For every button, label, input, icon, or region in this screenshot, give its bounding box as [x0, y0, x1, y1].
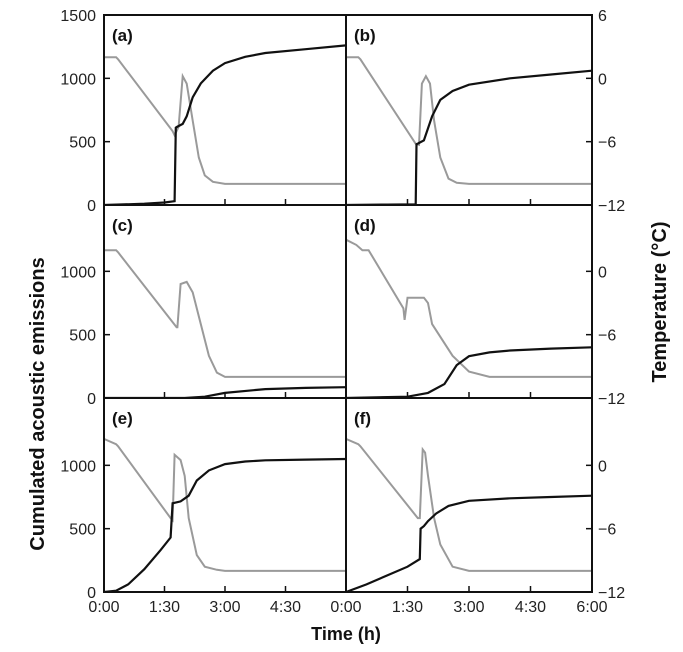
temp-tick-label: −12 [598, 391, 625, 408]
y-tick-label: 1000 [60, 71, 96, 88]
panel-frame [345, 14, 593, 206]
temperature-line [346, 437, 592, 572]
x-tick-label: 3:00 [209, 599, 240, 616]
x-tick-label: 3:00 [453, 599, 484, 616]
ticks-layer: 0 500 1000 1500 6 0 −6 −12 0 500 1000 0 −6 −12 0 500 100… [60, 8, 625, 616]
temperature-line [104, 437, 346, 572]
x-axis-label: Time (h) [311, 624, 381, 644]
panel-a: (a) [103, 14, 347, 206]
panel-frame [345, 204, 593, 399]
x-tick-label: 0:00 [88, 599, 119, 616]
temp-tick-label: −6 [598, 135, 616, 152]
temperature-line [104, 56, 346, 185]
temp-tick-label: 0 [598, 71, 607, 88]
panel-c: (c) [103, 204, 347, 399]
temp-tick-label: 0 [598, 458, 607, 475]
panels-layer: (a) (b) (c) (d) (e) (f) [103, 14, 593, 593]
left-axis-label: Cumulated acoustic emissions [27, 257, 49, 550]
panel-frame [103, 204, 347, 399]
x-tick-label: 1:30 [392, 599, 423, 616]
emissions-line [346, 494, 592, 592]
x-tick-label: 4:30 [515, 599, 546, 616]
x-tick-label: 4:30 [270, 599, 301, 616]
x-tick-label: 0:00 [330, 599, 361, 616]
panel-label: (c) [112, 216, 133, 235]
panel-label: (a) [112, 26, 133, 45]
y-tick-label: 1000 [60, 458, 96, 475]
y-tick-label: 0 [87, 198, 96, 215]
y-tick-label: 1000 [60, 264, 96, 281]
x-tick-label: 6:00 [576, 599, 607, 616]
panel-d: (d) [345, 204, 593, 399]
panel-f: (f) [345, 397, 593, 593]
panel-frame [345, 397, 593, 593]
temp-tick-label: 0 [598, 264, 607, 281]
y-tick-label: 500 [69, 522, 96, 539]
panel-frame [103, 397, 347, 593]
y-tick-label: 500 [69, 328, 96, 345]
temp-tick-label: 6 [598, 8, 607, 25]
y-tick-label: 0 [87, 391, 96, 408]
temperature-line [346, 56, 592, 185]
panel-e: (e) [103, 397, 347, 593]
y-tick-label: 1500 [60, 8, 96, 25]
panel-label: (b) [354, 26, 376, 45]
emissions-line [346, 346, 592, 398]
y-tick-label: 0 [87, 585, 96, 602]
panel-b: (b) [345, 14, 593, 206]
temp-tick-label: −12 [598, 198, 625, 215]
x-tick-label: 1:30 [149, 599, 180, 616]
panel-label: (e) [112, 409, 133, 428]
temp-tick-label: −6 [598, 522, 616, 539]
panel-label: (d) [354, 216, 376, 235]
emissions-line [104, 44, 346, 205]
y-tick-label: 500 [69, 135, 96, 152]
panel-frame [103, 14, 347, 206]
temperature-line [104, 249, 346, 378]
right-axis-label: Temperature (°C) [649, 222, 671, 383]
temperature-line [346, 238, 592, 378]
temp-tick-label: −6 [598, 328, 616, 345]
panel-label: (f) [354, 409, 371, 428]
temp-tick-label: −12 [598, 585, 625, 602]
emissions-line [104, 457, 346, 592]
